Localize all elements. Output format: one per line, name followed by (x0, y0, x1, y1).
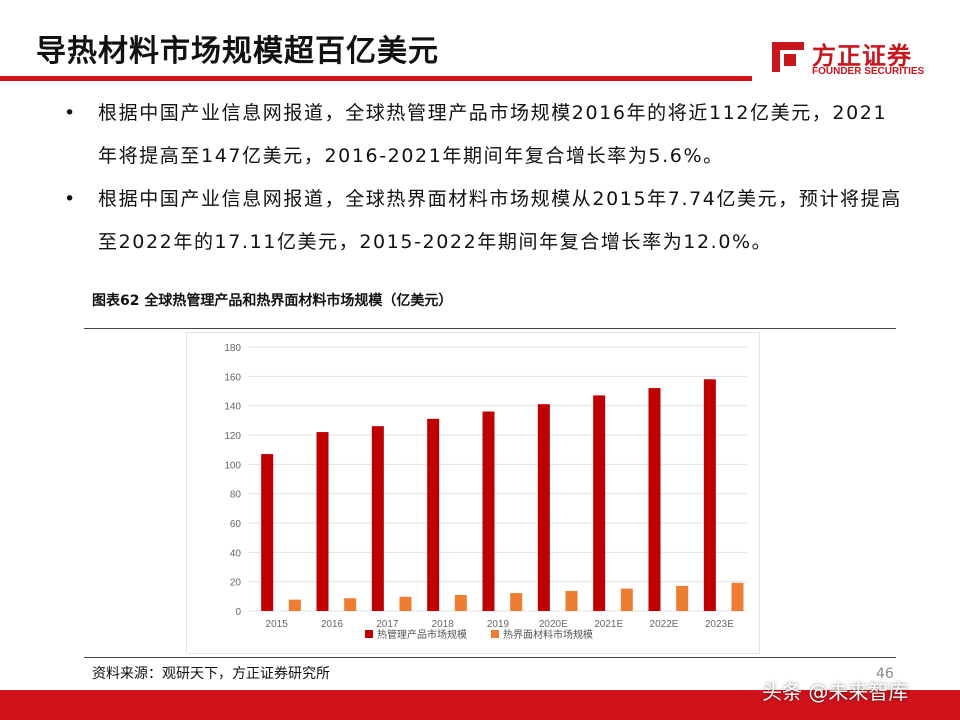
y-tick-label: 120 (224, 431, 241, 442)
logo-text-en: FOUNDER SECURITIES (812, 66, 925, 77)
y-tick-label: 180 (224, 343, 241, 354)
bullet-list: • 根据中国产业信息网报道，全球热管理产品市场规模2016年的将近112亿美元，… (64, 92, 914, 264)
x-tick-label: 2017 (376, 619, 399, 630)
founder-logo-icon (772, 42, 804, 72)
figure-top-rule (84, 328, 896, 329)
bar-thermal-management (316, 432, 329, 611)
bar-thermal-interface (565, 590, 578, 611)
chart-panel: 0 20 40 60 80 100 120 140 160 180 2015 2016 2017 2018… (186, 332, 760, 654)
bar-thermal-interface (399, 596, 412, 611)
x-tick-label: 2015 (266, 619, 289, 630)
bullet-marker: • (64, 102, 77, 124)
x-tick-label: 2022E (650, 619, 679, 630)
y-tick-label: 100 (224, 460, 241, 471)
bar-thermal-interface (454, 595, 467, 611)
y-tick-label: 140 (224, 402, 241, 413)
x-tick-label: 2019 (487, 619, 510, 630)
figure-caption: 图表62 全球热管理产品和热界面材料市场规模（亿美元） (92, 293, 453, 309)
bullet-text: 根据中国产业信息网报道，全球热界面材料市场规模从2015年7.74亿美元，预计将… (98, 188, 902, 253)
figure-bottom-rule (84, 657, 896, 658)
x-tick-label: 2023E (705, 619, 734, 630)
x-tick-label: 2020E (539, 619, 568, 630)
bar-thermal-interface (288, 599, 301, 611)
bar-thermal-interface (344, 598, 357, 611)
y-tick-label: 0 (235, 607, 241, 618)
bar-thermal-management (537, 404, 550, 611)
watermark: 头条 @未来智库 (762, 680, 909, 704)
y-tick-label: 60 (230, 519, 242, 530)
y-tick-label: 160 (224, 372, 241, 383)
bullet-item: • 根据中国产业信息网报道，全球热界面材料市场规模从2015年7.74亿美元，预… (64, 178, 914, 264)
legend-label: 热界面材料市场规模 (503, 628, 593, 641)
x-tick-label: 2018 (432, 619, 455, 630)
legend-label: 热管理产品市场规模 (377, 628, 467, 641)
bullet-item: • 根据中国产业信息网报道，全球热管理产品市场规模2016年的将近112亿美元，… (64, 92, 914, 178)
slide-title: 导热材料市场规模超百亿美元 (36, 34, 439, 69)
bar-thermal-interface (620, 588, 633, 611)
bullet-text: 根据中国产业信息网报道，全球热管理产品市场规模2016年的将近112亿美元，20… (98, 102, 888, 167)
bar-thermal-management (703, 379, 716, 611)
x-tick-label: 2021E (594, 619, 623, 630)
bar-thermal-management (261, 454, 274, 611)
y-tick-label: 20 (230, 578, 242, 589)
founder-securities-logo: 方正证券 FOUNDER SECURITIES (768, 34, 948, 82)
bullet-marker: • (64, 188, 77, 210)
bar-thermal-interface (510, 593, 523, 611)
footer-bar (0, 690, 960, 720)
logo-text-cn: 方正证券 (812, 42, 912, 70)
y-tick-label: 80 (230, 490, 242, 501)
bar-thermal-management (371, 426, 384, 611)
page-number: 46 (876, 666, 894, 682)
bar-thermal-management (482, 411, 495, 611)
x-tick-label: 2016 (321, 619, 344, 630)
bar-thermal-interface (676, 585, 689, 611)
bar-thermal-interface (731, 582, 744, 611)
legend-swatch (365, 630, 373, 638)
bar-thermal-management (427, 418, 440, 611)
figure-source: 资料来源：观研天下，方正证券研究所 (92, 666, 330, 682)
legend-swatch (491, 630, 499, 638)
bar-thermal-management (648, 388, 661, 611)
market-size-chart: 0 20 40 60 80 100 120 140 160 180 2015 2016 2017 2018… (224, 343, 747, 641)
y-tick-label: 40 (230, 548, 242, 559)
title-underline (0, 76, 752, 81)
bar-thermal-management (593, 395, 606, 611)
